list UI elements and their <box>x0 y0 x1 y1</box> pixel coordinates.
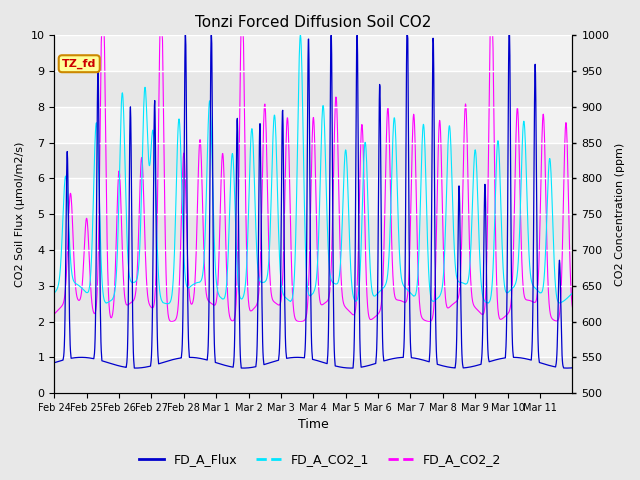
X-axis label: Time: Time <box>298 419 329 432</box>
Bar <box>54 143 572 179</box>
Y-axis label: CO2 Concentration (ppm): CO2 Concentration (ppm) <box>615 143 625 286</box>
Bar <box>54 214 572 250</box>
Bar <box>54 286 572 322</box>
Y-axis label: CO2 Soil Flux (μmol/m2/s): CO2 Soil Flux (μmol/m2/s) <box>15 142 25 287</box>
Bar <box>54 357 572 393</box>
Text: TZ_fd: TZ_fd <box>62 59 97 69</box>
Legend: FD_A_Flux, FD_A_CO2_1, FD_A_CO2_2: FD_A_Flux, FD_A_CO2_1, FD_A_CO2_2 <box>134 448 506 471</box>
Bar <box>54 71 572 107</box>
Title: Tonzi Forced Diffusion Soil CO2: Tonzi Forced Diffusion Soil CO2 <box>195 15 431 30</box>
